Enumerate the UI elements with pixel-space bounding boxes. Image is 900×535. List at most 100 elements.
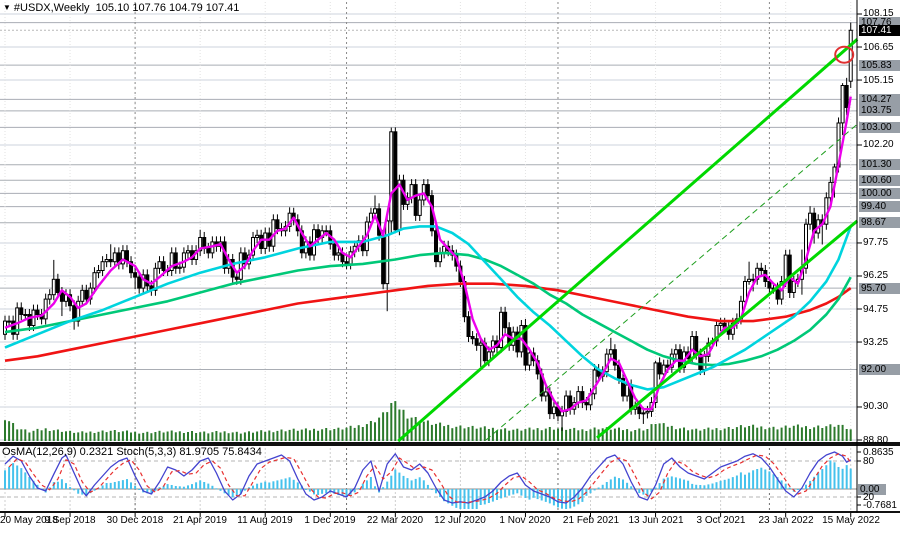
- osma-bar: [52, 482, 55, 489]
- osma-bar: [471, 489, 474, 509]
- volume-bar: [333, 429, 336, 441]
- osma-bar: [235, 489, 238, 496]
- volume-bar: [345, 427, 348, 441]
- volume-bar: [520, 430, 523, 441]
- candle-down: [698, 353, 703, 371]
- price-axis[interactable]: 108.15 107.76 107.41 106.65 105.83 105.15 104.…: [858, 0, 900, 513]
- osma-bar: [504, 489, 507, 497]
- panel-separator[interactable]: [0, 442, 900, 446]
- volume-bar: [272, 432, 275, 441]
- osma-bar: [784, 483, 787, 489]
- osma-bar: [683, 479, 685, 489]
- volume-bar: [357, 425, 360, 441]
- osma-bar: [276, 480, 279, 489]
- candle-down: [234, 276, 239, 280]
- osma-bar: [162, 485, 165, 489]
- osma-bar: [666, 477, 669, 489]
- candle-down: [503, 311, 508, 329]
- osma-bar: [833, 462, 836, 489]
- candle-up: [141, 274, 146, 289]
- channel-mid-dashed[interactable]: [485, 121, 861, 441]
- volume-bar: [577, 430, 580, 441]
- ma-mid-cyan: [4, 225, 852, 391]
- volume-bar: [674, 429, 677, 441]
- osma-bar: [20, 468, 23, 489]
- osma-bar: [4, 470, 6, 489]
- volume-bar: [264, 431, 267, 441]
- symbol-dropdown-icon[interactable]: ▼: [3, 3, 11, 12]
- volume-bar: [97, 431, 100, 441]
- volume-bar: [471, 425, 474, 441]
- osma-bar: [707, 484, 710, 489]
- indicator-plot-area[interactable]: [0, 448, 857, 510]
- candle-up: [608, 349, 613, 355]
- volume-bar: [512, 429, 515, 441]
- volume-bar: [252, 432, 254, 441]
- price-label-plain: 96.25: [863, 270, 889, 281]
- volume-bar: [426, 420, 429, 441]
- main-plot-area[interactable]: [0, 2, 861, 442]
- volume-bar: [369, 421, 372, 441]
- volume-bar: [126, 430, 128, 441]
- indicator-axis-label: 0.8635: [863, 447, 894, 458]
- price-label-flag: 98.67: [859, 217, 900, 228]
- osma-bar: [325, 489, 328, 494]
- osma-bar: [597, 487, 600, 489]
- osma-bar: [516, 489, 519, 494]
- volume-bar: [800, 427, 803, 441]
- osma-bar: [703, 485, 706, 489]
- date-label: 13 Jun 2021: [628, 515, 684, 526]
- volume-bar: [589, 429, 592, 441]
- volume-bar: [703, 429, 706, 441]
- osma-bar: [105, 483, 108, 489]
- volume-bar: [52, 430, 55, 441]
- osma-bar: [500, 489, 503, 499]
- osma-bar: [337, 489, 340, 496]
- price-label-plain: 94.75: [863, 304, 889, 315]
- candle-down: [129, 261, 134, 274]
- osma-bar: [768, 471, 771, 489]
- volume-bar: [744, 427, 746, 441]
- channel-upper[interactable]: [397, 38, 859, 442]
- candle-up: [120, 250, 125, 265]
- candle-up: [702, 355, 707, 370]
- candle-down: [35, 309, 40, 316]
- volume-bar: [227, 433, 230, 441]
- osma-bar: [459, 489, 462, 509]
- volume-bar: [618, 427, 620, 441]
- candle-up: [543, 391, 548, 397]
- chart-ohlc-title: ▼ #USDX,Weekly 105.10 107.76 104.79 107.4…: [3, 2, 239, 14]
- candle-down: [844, 85, 849, 108]
- time-axis[interactable]: 20 May 2018 9 Sep 2018 30 Dec 2018 21 Apr 2…: [0, 515, 900, 533]
- price-label-plain: 108.15: [863, 8, 894, 19]
- candle-down: [137, 276, 142, 289]
- volume-bar: [349, 425, 352, 441]
- osma-bar: [48, 487, 51, 489]
- osma-bar: [203, 482, 206, 489]
- osma-bar: [613, 476, 616, 489]
- volume-bar: [719, 430, 722, 441]
- volume-bar: [524, 429, 527, 441]
- candle-up: [653, 362, 658, 403]
- price-label-plain: 106.65: [863, 42, 894, 53]
- volume-bar: [260, 430, 263, 441]
- volume-bar: [296, 430, 299, 441]
- price-label-current: 107.41: [859, 25, 900, 36]
- candle-up: [592, 369, 597, 395]
- osma-bar: [589, 489, 592, 494]
- volume-bar: [837, 424, 840, 442]
- channel-lower[interactable]: [596, 219, 859, 439]
- volume-bar: [85, 432, 88, 441]
- breakout-circle-annotation[interactable]: [834, 45, 855, 64]
- osma-bar: [154, 489, 157, 491]
- osma-bar: [219, 489, 222, 491]
- volume-bar: [552, 429, 555, 441]
- osma-bar: [622, 479, 624, 489]
- volume-bar: [435, 423, 437, 441]
- osma-bar: [451, 489, 454, 506]
- osma-bar: [687, 480, 690, 489]
- stoch-main-line: [4, 451, 852, 504]
- osma-bar: [748, 472, 751, 489]
- candle-down: [621, 377, 626, 397]
